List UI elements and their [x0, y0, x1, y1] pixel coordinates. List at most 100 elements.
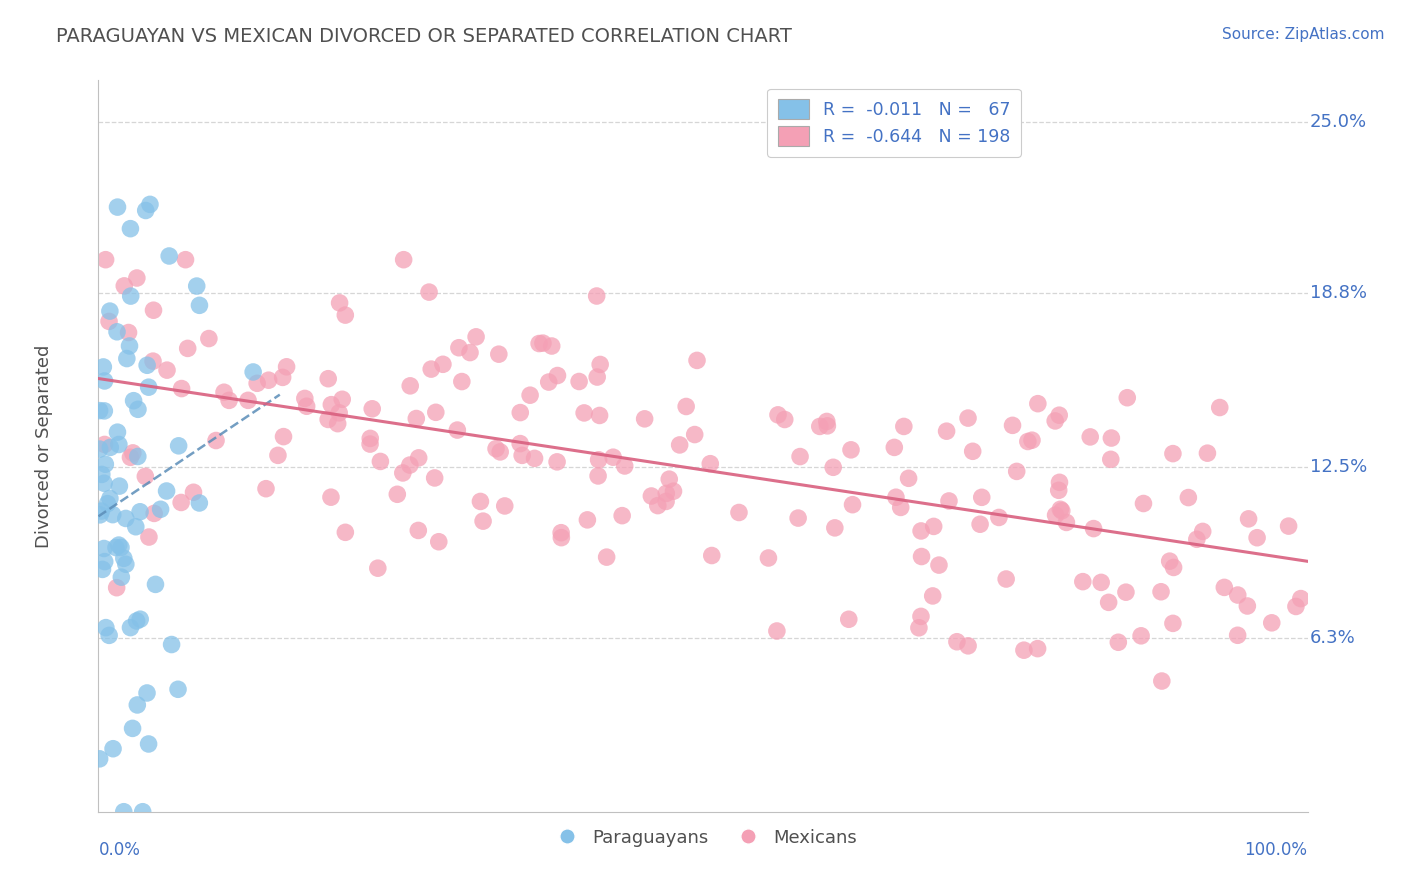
Point: [946, 634, 969, 648]
Point: [316, 412, 339, 426]
Point: [1115, 585, 1137, 599]
Point: [808, 419, 831, 434]
Point: [612, 508, 634, 523]
Point: [183, 485, 205, 500]
Point: [120, 221, 142, 235]
Point: [1150, 673, 1173, 688]
Point: [118, 339, 141, 353]
Point: [550, 531, 572, 545]
Point: [423, 471, 446, 485]
Point: [890, 500, 912, 515]
Point: [450, 375, 472, 389]
Point: [700, 549, 723, 563]
Point: [815, 418, 838, 433]
Point: [316, 372, 339, 386]
Point: [112, 551, 135, 566]
Point: [392, 252, 415, 267]
Point: [675, 400, 697, 414]
Point: [330, 392, 353, 407]
Point: [995, 572, 1018, 586]
Point: [94, 252, 117, 267]
Point: [838, 612, 860, 626]
Point: [1099, 452, 1122, 467]
Point: [115, 351, 138, 366]
Point: [658, 472, 681, 486]
Point: [257, 373, 280, 387]
Point: [155, 483, 177, 498]
Point: [470, 494, 492, 508]
Point: [1017, 434, 1039, 449]
Point: [509, 406, 531, 420]
Point: [1185, 533, 1208, 547]
Point: [143, 507, 166, 521]
Point: [1021, 434, 1043, 448]
Point: [93, 476, 115, 491]
Point: [1054, 516, 1077, 530]
Point: [91, 562, 114, 576]
Text: PARAGUAYAN VS MEXICAN DIVORCED OR SEPARATED CORRELATION CHART: PARAGUAYAN VS MEXICAN DIVORCED OR SEPARA…: [56, 27, 792, 45]
Point: [295, 399, 318, 413]
Point: [89, 442, 111, 456]
Point: [127, 450, 149, 464]
Point: [156, 363, 179, 377]
Point: [728, 506, 751, 520]
Point: [1226, 628, 1249, 642]
Point: [1161, 447, 1184, 461]
Text: Divorced or Separated: Divorced or Separated: [35, 344, 53, 548]
Point: [335, 308, 357, 322]
Point: [585, 289, 607, 303]
Point: [509, 436, 531, 450]
Point: [408, 450, 430, 465]
Point: [699, 457, 721, 471]
Point: [1246, 531, 1268, 545]
Point: [134, 469, 156, 483]
Point: [425, 405, 447, 419]
Point: [589, 358, 612, 372]
Point: [167, 682, 190, 697]
Point: [120, 289, 142, 303]
Point: [531, 336, 554, 351]
Point: [212, 385, 235, 400]
Point: [655, 494, 678, 508]
Point: [1177, 491, 1199, 505]
Point: [1047, 408, 1070, 422]
Point: [884, 490, 907, 504]
Point: [1130, 629, 1153, 643]
Point: [121, 722, 143, 736]
Point: [547, 368, 569, 383]
Point: [273, 429, 295, 443]
Point: [267, 448, 290, 462]
Point: [188, 298, 211, 312]
Point: [142, 303, 165, 318]
Point: [568, 375, 591, 389]
Point: [170, 382, 193, 396]
Point: [893, 419, 915, 434]
Point: [93, 437, 115, 451]
Point: [186, 279, 208, 293]
Point: [550, 525, 572, 540]
Point: [418, 285, 440, 299]
Point: [1159, 554, 1181, 568]
Point: [969, 517, 991, 532]
Point: [758, 551, 780, 566]
Point: [766, 408, 789, 422]
Point: [824, 521, 846, 535]
Point: [98, 314, 121, 328]
Point: [294, 392, 316, 406]
Point: [105, 581, 128, 595]
Point: [1278, 519, 1301, 533]
Point: [120, 621, 142, 635]
Point: [647, 499, 669, 513]
Point: [93, 541, 115, 556]
Point: [633, 412, 655, 426]
Point: [271, 370, 294, 384]
Point: [236, 393, 259, 408]
Point: [956, 411, 979, 425]
Point: [910, 549, 932, 564]
Point: [1237, 512, 1260, 526]
Point: [319, 490, 342, 504]
Point: [1050, 504, 1073, 518]
Point: [142, 354, 165, 368]
Point: [367, 561, 389, 575]
Point: [510, 448, 533, 462]
